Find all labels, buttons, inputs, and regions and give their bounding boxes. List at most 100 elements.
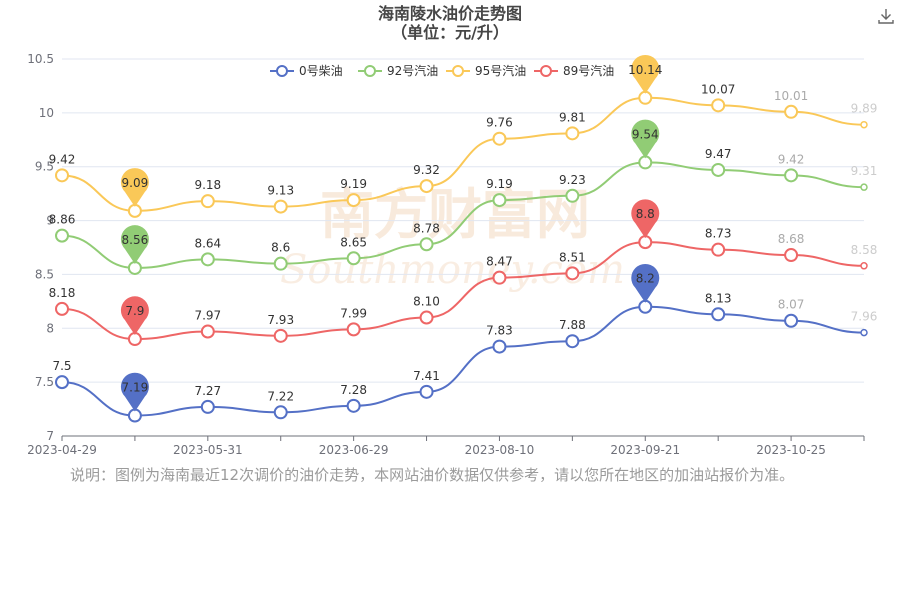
min-pin: 7.9	[120, 296, 149, 336]
max-pin: 8.8	[631, 199, 660, 239]
data-label: 8.58	[851, 243, 878, 257]
data-point	[565, 188, 580, 203]
y-tick-label: 8.5	[35, 267, 54, 281]
pin-shape	[120, 296, 149, 336]
data-label: 8.10	[413, 295, 440, 309]
legend-item[interactable]: 89号汽油	[534, 63, 614, 78]
data-label: 9.19	[340, 177, 367, 191]
x-tick-label: 2023-09-21	[610, 443, 680, 457]
pin-label: 9.54	[632, 127, 659, 141]
data-label: 9.47	[705, 147, 732, 161]
pin-label: 10.14	[628, 63, 662, 77]
data-label: 7.41	[413, 369, 440, 383]
x-tick-label: 2023-04-29	[27, 443, 97, 457]
chart-title-block: 海南陵水油价走势图 （单位：元/升）	[0, 4, 900, 42]
data-point	[200, 324, 215, 339]
legend-label: 0号柴油	[299, 64, 343, 78]
min-pin: 7.19	[120, 372, 149, 412]
data-point	[492, 193, 507, 208]
data-point	[711, 242, 726, 257]
chart-title: 海南陵水油价走势图	[377, 4, 522, 23]
max-pin: 8.2	[631, 263, 660, 303]
data-label: 10.01	[774, 89, 808, 103]
data-point	[200, 399, 215, 414]
data-point	[860, 262, 868, 270]
pin-shape	[631, 119, 660, 159]
y-tick-label: 7.5	[35, 375, 54, 389]
legend-symbol	[540, 65, 552, 77]
data-point	[565, 266, 580, 281]
data-point	[784, 313, 799, 328]
data-label: 7.96	[851, 310, 878, 324]
data-label: 7.22	[267, 389, 294, 403]
data-point	[860, 183, 868, 191]
series-line	[61, 161, 865, 269]
data-label: 7.5	[52, 359, 71, 373]
data-point	[711, 162, 726, 177]
data-point	[346, 398, 361, 413]
data-point	[711, 98, 726, 113]
legend-label: 89号汽油	[563, 63, 614, 78]
data-point	[346, 193, 361, 208]
data-point	[55, 375, 69, 390]
min-pin: 8.56	[120, 225, 149, 264]
data-point	[273, 199, 288, 214]
legend-item[interactable]: 92号汽油	[358, 63, 438, 78]
pin-shape	[120, 168, 149, 207]
data-point	[273, 405, 288, 420]
legend-symbol	[276, 65, 288, 77]
data-label: 8.78	[413, 221, 440, 235]
data-point	[711, 307, 726, 322]
data-point	[200, 194, 215, 209]
data-point	[346, 251, 361, 266]
legend-item[interactable]: 0号柴油	[270, 64, 343, 78]
legend-item[interactable]: 95号汽油	[446, 63, 526, 78]
data-label: 8.07	[778, 298, 805, 312]
pin-shape	[120, 225, 149, 264]
data-label: 8.13	[705, 291, 732, 305]
data-label: 8.86	[49, 213, 76, 227]
data-point	[492, 339, 507, 354]
pin-label: 8.2	[636, 272, 655, 286]
data-label: 7.93	[267, 313, 294, 327]
y-tick-label: 10.5	[27, 52, 54, 66]
legend: 0号柴油 92号汽油 95号汽油 89号汽油	[270, 63, 614, 78]
data-label: 8.51	[559, 250, 586, 264]
x-tick-label: 2023-05-31	[173, 443, 243, 457]
data-point	[419, 384, 434, 399]
data-label: 7.28	[340, 383, 367, 397]
data-label: 9.42	[778, 152, 805, 166]
data-point	[565, 334, 580, 349]
data-point	[55, 228, 69, 243]
y-tick-label: 7	[46, 429, 54, 443]
data-point	[492, 270, 507, 285]
data-label: 9.81	[559, 110, 586, 124]
pin-label: 8.56	[122, 233, 149, 247]
pin-shape	[631, 54, 660, 94]
legend-symbol	[452, 65, 464, 77]
data-point	[784, 248, 799, 263]
min-pin: 9.09	[120, 168, 149, 207]
data-label: 9.23	[559, 173, 586, 187]
data-point	[419, 179, 434, 194]
data-label: 8.73	[705, 227, 732, 241]
data-point	[55, 168, 69, 183]
data-point	[492, 131, 507, 146]
pin-shape	[631, 199, 660, 239]
data-label: 7.83	[486, 324, 513, 338]
data-label: 8.18	[49, 286, 76, 300]
download-icon[interactable]	[876, 6, 896, 26]
pin-shape	[120, 372, 149, 412]
data-label: 9.31	[851, 164, 878, 178]
legend-symbol	[364, 65, 376, 77]
data-label: 7.88	[559, 318, 586, 332]
data-label: 7.99	[340, 306, 367, 320]
data-point	[419, 237, 434, 252]
data-point	[565, 126, 580, 141]
data-label: 9.13	[267, 184, 294, 198]
pin-label: 9.09	[122, 176, 149, 190]
data-label: 9.32	[413, 163, 440, 177]
series-line	[61, 241, 865, 341]
y-tick-label: 8	[46, 321, 54, 335]
